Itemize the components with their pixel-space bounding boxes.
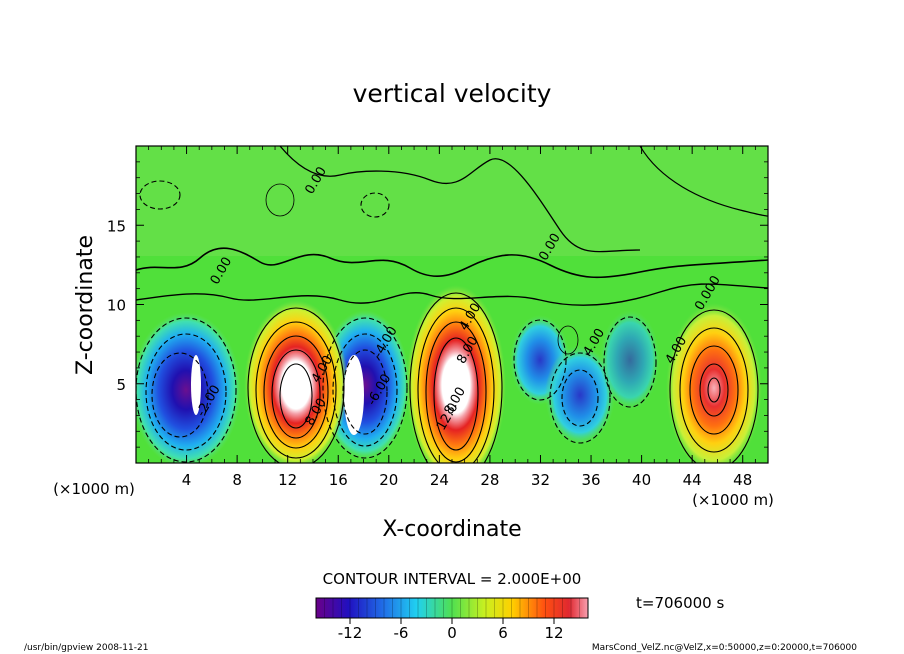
x-tick-label: 28 — [480, 471, 499, 489]
x-unit-right: (×1000 m) — [692, 491, 774, 509]
x-tick-label: 8 — [232, 471, 242, 489]
updraft-cell — [666, 303, 762, 463]
colorbar-tick-label: 0 — [447, 624, 457, 642]
x-tick-label: 36 — [581, 471, 600, 489]
colorbar-tick-label: 12 — [544, 624, 563, 642]
y-axis-label: Z-coordinate — [73, 235, 98, 375]
y-axis-ticks: 5 10 15 — [107, 161, 768, 448]
x-tick-label: 40 — [632, 471, 651, 489]
x-tick-label: 16 — [329, 471, 348, 489]
updraft-cell — [244, 300, 348, 463]
x-tick-label: 20 — [379, 471, 398, 489]
colorbar-divisions — [324, 598, 580, 618]
time-label: t=706000 s — [636, 594, 724, 612]
downdraft-core — [344, 355, 364, 435]
downdraft-cell — [136, 312, 241, 463]
x-tick-label: 24 — [430, 471, 449, 489]
x-axis-label: X-coordinate — [382, 517, 521, 542]
colorbar-tick-label: -12 — [338, 624, 363, 642]
x-tick-label: 12 — [278, 471, 297, 489]
x-unit-left: (×1000 m) — [53, 480, 135, 498]
footer-right: MarsCond_VelZ.nc@VelZ,x=0:50000,z=0:2000… — [592, 643, 857, 653]
y-tick-label: 5 — [116, 376, 126, 394]
contour-interval: CONTOUR INTERVAL = 2.000E+00 — [323, 570, 582, 588]
colorbar-tick-label: -6 — [394, 624, 409, 642]
x-tick-label: 48 — [733, 471, 752, 489]
downdraft-cell — [600, 310, 660, 410]
chart-title: vertical velocity — [353, 79, 552, 108]
x-tick-label: 44 — [683, 471, 702, 489]
footer-left: /usr/bin/gpview 2008-11-21 — [24, 643, 148, 653]
x-tick-label: 4 — [182, 471, 192, 489]
x-axis-ticks: 4 8 12 16 20 24 28 32 36 40 44 48 — [148, 146, 756, 489]
downdraft-cell — [545, 345, 615, 445]
updraft-core — [191, 355, 201, 415]
x-tick-label: 32 — [531, 471, 550, 489]
y-tick-label: 10 — [107, 297, 126, 315]
velocity-field: 0.000.000.000.000-2.00-4.00-6.004.008.00… — [136, 146, 768, 463]
colorbar-ticks: -12 -6 0 6 12 — [338, 618, 564, 642]
zero-contour — [136, 247, 768, 279]
colorbar-tick-label: 6 — [498, 624, 508, 642]
y-tick-label: 15 — [107, 217, 126, 235]
updraft-cell — [406, 285, 506, 463]
